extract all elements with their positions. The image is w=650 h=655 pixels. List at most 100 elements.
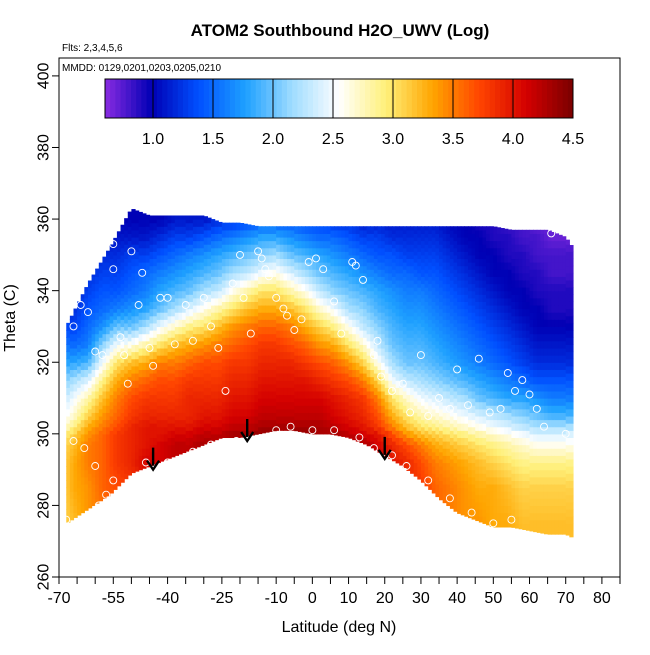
heatmap-cell	[544, 248, 548, 256]
heatmap-cell	[504, 427, 508, 435]
heatmap-cell	[186, 280, 190, 288]
heatmap-cell	[110, 380, 114, 388]
heatmap-cell	[537, 477, 541, 485]
heatmap-cell	[548, 326, 552, 334]
heatmap-cell	[454, 319, 458, 327]
heatmap-cell	[265, 420, 269, 428]
heatmap-cell	[99, 373, 103, 381]
heatmap-cell	[414, 241, 418, 249]
heatmap-cell	[186, 273, 190, 281]
heatmap-cell	[439, 266, 443, 274]
heatmap-cell	[475, 373, 479, 381]
heatmap-cell	[73, 309, 77, 313]
heatmap-cell	[262, 291, 266, 299]
heatmap-cell	[410, 294, 414, 302]
heatmap-cell	[526, 237, 530, 245]
heatmap-cell	[472, 326, 476, 334]
heatmap-cell	[236, 223, 240, 231]
heatmap-cell	[526, 459, 530, 467]
heatmap-cell	[265, 226, 269, 234]
heatmap-cell	[236, 309, 240, 317]
heatmap-cell	[341, 230, 345, 238]
heatmap-cell	[121, 369, 125, 377]
heatmap-cell	[464, 226, 468, 230]
heatmap-cell	[497, 284, 501, 292]
heatmap-cell	[113, 355, 117, 363]
heatmap-cell	[171, 402, 175, 410]
heatmap-cell	[533, 384, 537, 392]
heatmap-cell	[414, 391, 418, 399]
heatmap-cell	[410, 316, 414, 324]
heatmap-cell	[558, 412, 562, 420]
heatmap-cell	[117, 344, 121, 352]
heatmap-cell	[454, 248, 458, 256]
heatmap-cell	[84, 391, 88, 399]
heatmap-cell	[566, 416, 570, 424]
heatmap-cell	[562, 326, 566, 334]
heatmap-cell	[410, 437, 414, 445]
heatmap-cell	[385, 380, 389, 388]
heatmap-cell	[338, 387, 342, 395]
heatmap-cell	[258, 427, 262, 434]
heatmap-cell	[385, 244, 389, 252]
heatmap-cell	[254, 237, 258, 245]
heatmap-cell	[533, 462, 537, 470]
heatmap-cell	[406, 394, 410, 402]
heatmap-cell	[381, 298, 385, 306]
heatmap-cell	[515, 309, 519, 317]
heatmap-cell	[417, 309, 421, 317]
heatmap-cell	[446, 470, 450, 478]
heatmap-cell	[537, 326, 541, 334]
heatmap-cell	[276, 323, 280, 331]
heatmap-cell	[555, 477, 559, 485]
heatmap-cell	[530, 291, 534, 299]
heatmap-cell	[92, 326, 96, 334]
heatmap-cell	[338, 423, 342, 431]
heatmap-cell	[468, 305, 472, 313]
heatmap-cell	[164, 398, 168, 406]
heatmap-cell	[490, 334, 494, 342]
heatmap-cell	[399, 452, 403, 460]
heatmap-cell	[157, 215, 161, 219]
heatmap-cell	[551, 334, 555, 342]
heatmap-cell	[399, 226, 403, 230]
heatmap-cell	[461, 495, 465, 503]
heatmap-cell	[117, 437, 121, 445]
heatmap-cell	[168, 230, 172, 238]
heatmap-cell	[508, 477, 512, 485]
heatmap-cell	[464, 394, 468, 402]
heatmap-cell	[222, 316, 226, 324]
heatmap-cell	[428, 384, 432, 392]
heatmap-cell	[102, 257, 106, 263]
heatmap-cell	[446, 391, 450, 399]
heatmap-cell	[323, 427, 327, 435]
heatmap-cell	[149, 437, 153, 445]
heatmap-cell	[558, 369, 562, 377]
heatmap-cell	[142, 420, 146, 428]
heatmap-cell	[562, 236, 566, 241]
heatmap-cell	[305, 369, 309, 377]
heatmap-cell	[254, 373, 258, 381]
heatmap-cell	[287, 244, 291, 252]
heatmap-cell	[229, 337, 233, 345]
heatmap-cell	[403, 305, 407, 313]
heatmap-cell	[121, 262, 125, 270]
heatmap-cell	[294, 291, 298, 299]
heatmap-cell	[92, 391, 96, 399]
heatmap-cell	[519, 488, 523, 496]
heatmap-cell	[515, 416, 519, 424]
heatmap-cell	[439, 280, 443, 288]
heatmap-cell	[522, 495, 526, 503]
heatmap-cell	[178, 269, 182, 277]
heatmap-cell	[544, 298, 548, 306]
heatmap-cell	[110, 402, 114, 410]
heatmap-cell	[388, 366, 392, 374]
heatmap-cell	[302, 384, 306, 392]
heatmap-cell	[157, 348, 161, 356]
heatmap-cell	[182, 355, 186, 363]
heatmap-cell	[537, 233, 541, 241]
heatmap-cell	[88, 366, 92, 374]
heatmap-cell	[273, 391, 277, 399]
heatmap-cell	[73, 448, 77, 456]
heatmap-cell	[323, 248, 327, 256]
